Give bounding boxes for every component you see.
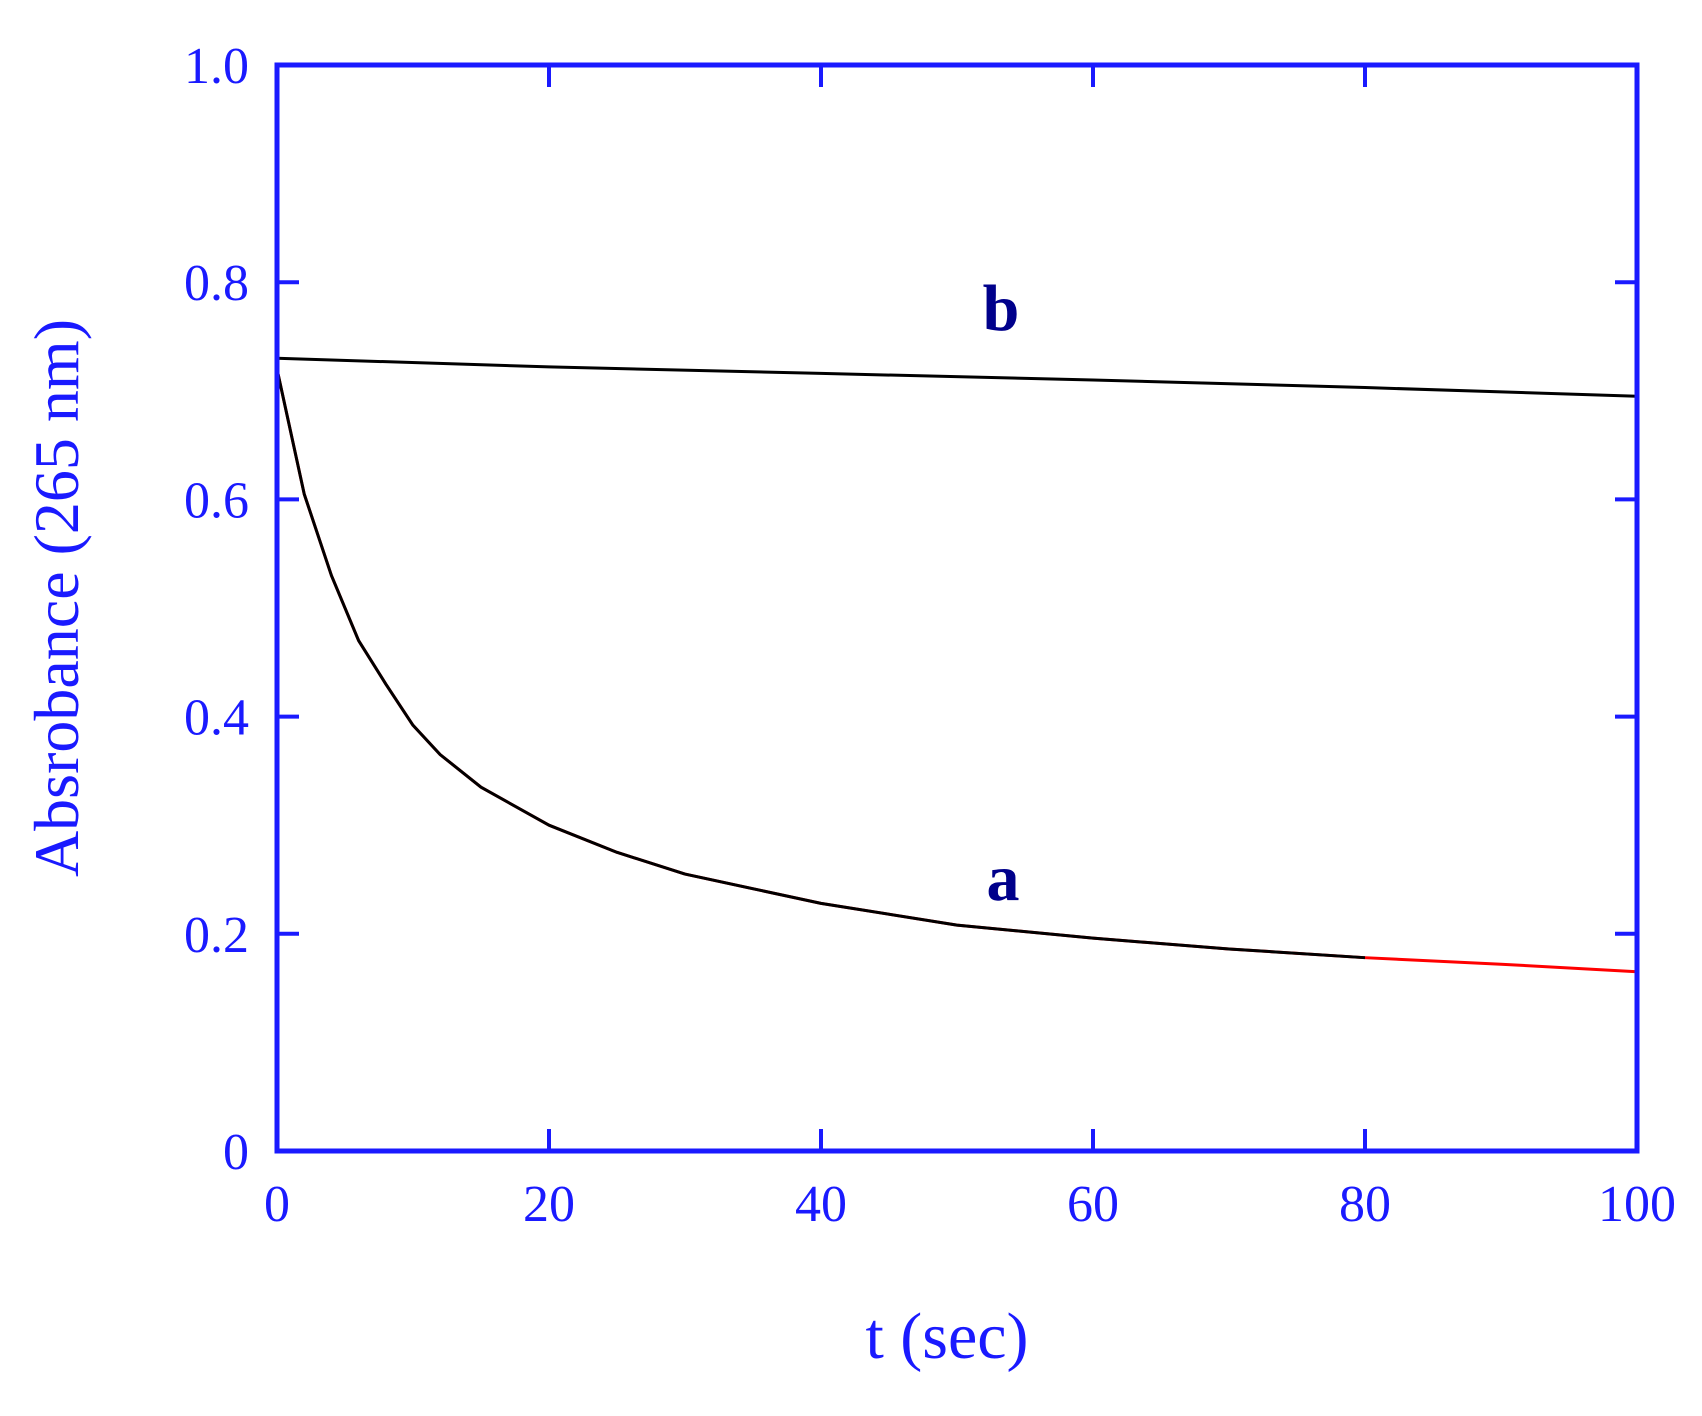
y-tick-label: 0.6: [184, 472, 249, 529]
plot-frame: [274, 62, 1640, 1154]
x-tick-label: 40: [795, 1176, 847, 1233]
y-tick-label: 0.2: [184, 907, 249, 964]
curve-label: a: [987, 842, 1020, 915]
x-axis-label: t (sec): [865, 1300, 1028, 1373]
x-tick-label: 0: [264, 1176, 290, 1233]
x-tick-label: 60: [1067, 1176, 1119, 1233]
curve-label: b: [983, 272, 1020, 345]
y-tick-label: 0.8: [184, 255, 249, 312]
x-tick-label: 20: [523, 1176, 575, 1233]
y-axis-label: Absrobance (265 nm): [21, 319, 92, 877]
data-line: [275, 368, 1638, 974]
y-tick-label: 0: [223, 1124, 249, 1181]
data-line: [276, 356, 1638, 398]
x-tick-label: 100: [1598, 1176, 1676, 1233]
y-tick-label: 1.0: [184, 38, 249, 95]
y-tick-label: 0.4: [184, 690, 249, 747]
x-tick-label: 80: [1339, 1176, 1391, 1233]
data-line: [275, 368, 1366, 960]
